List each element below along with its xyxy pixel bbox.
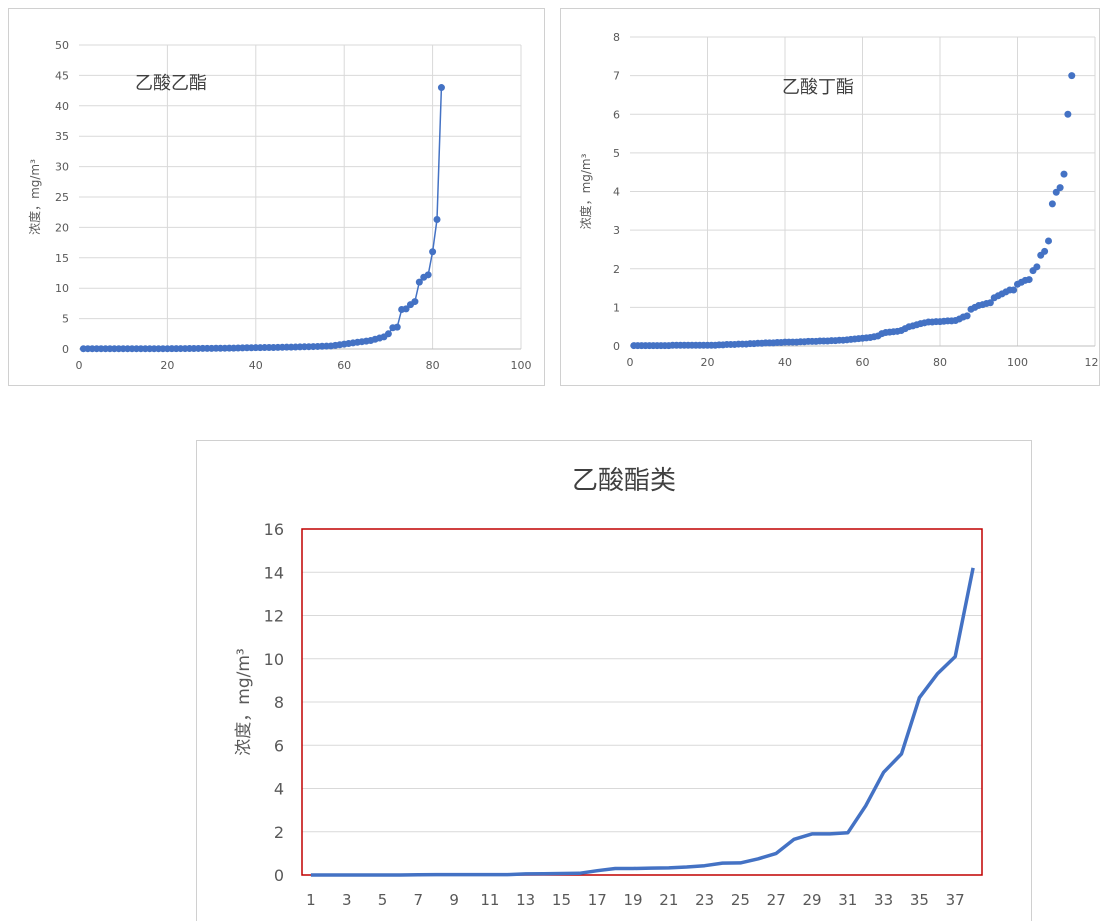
y-tick-label: 10 bbox=[264, 650, 284, 669]
y-tick-label: 14 bbox=[264, 563, 284, 582]
data-point bbox=[393, 323, 401, 331]
chart-ethyl-acetate: 0 20 40 60 80 100 0 5 10 15 20 25 30 35 40 45 50 乙酸乙酯浓度，m… bbox=[8, 8, 545, 386]
data-point bbox=[433, 215, 441, 223]
x-tick-label: 25 bbox=[731, 891, 750, 909]
data-point bbox=[384, 330, 392, 338]
data-point bbox=[1041, 247, 1049, 255]
y-tick-label: 15 bbox=[55, 252, 69, 265]
data-point bbox=[1048, 200, 1056, 208]
data-point bbox=[424, 271, 432, 279]
y-tick-label: 1 bbox=[613, 301, 620, 314]
x-tick-label: 5 bbox=[378, 891, 388, 909]
x-tick-label: 120 bbox=[1085, 356, 1100, 369]
x-tick-label: 20 bbox=[160, 359, 174, 372]
x-tick-label: 15 bbox=[552, 891, 571, 909]
data-point bbox=[1033, 263, 1041, 271]
x-tick-label: 100 bbox=[1007, 356, 1028, 369]
data-point bbox=[1025, 276, 1033, 284]
x-tick-label: 0 bbox=[76, 359, 83, 372]
x-tick-label: 27 bbox=[767, 891, 786, 909]
data-point bbox=[415, 278, 423, 286]
chart-ethyl-acetate-svg: 0 20 40 60 80 100 0 5 10 15 20 25 30 35 40 45 50 乙酸乙酯浓度，m… bbox=[27, 39, 532, 372]
y-tick-label: 12 bbox=[264, 607, 284, 626]
x-tick-label: 9 bbox=[449, 891, 459, 909]
data-point bbox=[986, 299, 994, 307]
y-tick-label: 30 bbox=[55, 161, 69, 174]
x-tick-label: 7 bbox=[414, 891, 424, 909]
y-tick-label: 6 bbox=[613, 108, 620, 121]
x-tick-label: 23 bbox=[695, 891, 714, 909]
y-tick-label: 0 bbox=[62, 343, 69, 356]
x-tick-label: 40 bbox=[778, 356, 792, 369]
y-axis-label: 浓度，mg/m³ bbox=[27, 159, 42, 235]
y-axis-label: 浓度，mg/m³ bbox=[578, 153, 593, 229]
y-tick-label: 35 bbox=[55, 130, 69, 143]
x-tick-label: 60 bbox=[856, 356, 870, 369]
y-tick-label: 5 bbox=[613, 147, 620, 160]
x-tick-label: 40 bbox=[249, 359, 263, 372]
plot-area-border bbox=[301, 528, 983, 876]
chart-title: 乙酸酯类 bbox=[572, 466, 676, 496]
data-point bbox=[1010, 286, 1018, 294]
x-tick-label: 21 bbox=[659, 891, 678, 909]
x-tick-label: 17 bbox=[588, 891, 607, 909]
y-axis-label: 浓度，mg/m³ bbox=[234, 648, 254, 755]
y-tick-label: 2 bbox=[274, 823, 284, 842]
x-tick-label: 11 bbox=[480, 891, 499, 909]
y-tick-label: 8 bbox=[274, 693, 284, 712]
x-tick-label: 33 bbox=[874, 891, 893, 909]
x-tick-label: 0 bbox=[627, 356, 634, 369]
data-point bbox=[1068, 72, 1076, 80]
x-tick-label: 31 bbox=[838, 891, 857, 909]
data-point bbox=[1052, 188, 1060, 196]
x-tick-label: 19 bbox=[624, 891, 643, 909]
y-tick-label: 6 bbox=[274, 736, 284, 755]
data-point bbox=[411, 298, 419, 306]
y-tick-label: 4 bbox=[613, 186, 620, 199]
y-tick-label: 8 bbox=[613, 31, 620, 44]
y-tick-label: 5 bbox=[62, 313, 69, 326]
data-point bbox=[1056, 184, 1064, 192]
series-line bbox=[310, 567, 975, 877]
y-tick-label: 10 bbox=[55, 282, 69, 295]
data-point bbox=[1045, 237, 1052, 245]
y-tick-label: 50 bbox=[55, 39, 69, 52]
y-tick-label: 3 bbox=[613, 224, 620, 237]
data-point bbox=[1060, 170, 1068, 178]
x-tick-label: 3 bbox=[342, 891, 352, 909]
data-point bbox=[402, 305, 410, 313]
y-tick-label: 45 bbox=[55, 69, 69, 82]
x-tick-label: 100 bbox=[511, 359, 532, 372]
chart-title: 乙酸丁酯 bbox=[782, 77, 854, 98]
x-tick-label: 20 bbox=[701, 356, 715, 369]
x-tick-label: 13 bbox=[516, 891, 535, 909]
series-line bbox=[83, 87, 443, 350]
data-point bbox=[437, 84, 445, 92]
chart-title: 乙酸乙酯 bbox=[135, 73, 207, 94]
x-tick-label: 1 bbox=[306, 891, 316, 909]
data-point bbox=[963, 312, 971, 320]
x-tick-label: 37 bbox=[946, 891, 965, 909]
y-tick-label: 4 bbox=[274, 780, 284, 799]
x-tick-label: 29 bbox=[802, 891, 821, 909]
y-tick-label: 2 bbox=[613, 263, 620, 276]
y-tick-label: 0 bbox=[274, 866, 284, 885]
data-point bbox=[429, 248, 437, 256]
chart-acetates: 0 2 4 6 8 10 12 14 16 1 3 5 7 9 11 13 15 17 19 21 23 25 27 29 31… bbox=[196, 440, 1032, 921]
y-tick-label: 40 bbox=[55, 100, 69, 113]
y-tick-label: 20 bbox=[55, 221, 69, 234]
y-tick-label: 25 bbox=[55, 191, 69, 204]
x-tick-label: 60 bbox=[337, 359, 351, 372]
x-tick-label: 80 bbox=[426, 359, 440, 372]
y-tick-label: 16 bbox=[264, 520, 284, 539]
y-tick-label: 7 bbox=[613, 70, 620, 83]
x-tick-label: 80 bbox=[933, 356, 947, 369]
y-tick-label: 0 bbox=[613, 340, 620, 353]
x-tick-label: 35 bbox=[910, 891, 929, 909]
data-point bbox=[1064, 110, 1072, 118]
